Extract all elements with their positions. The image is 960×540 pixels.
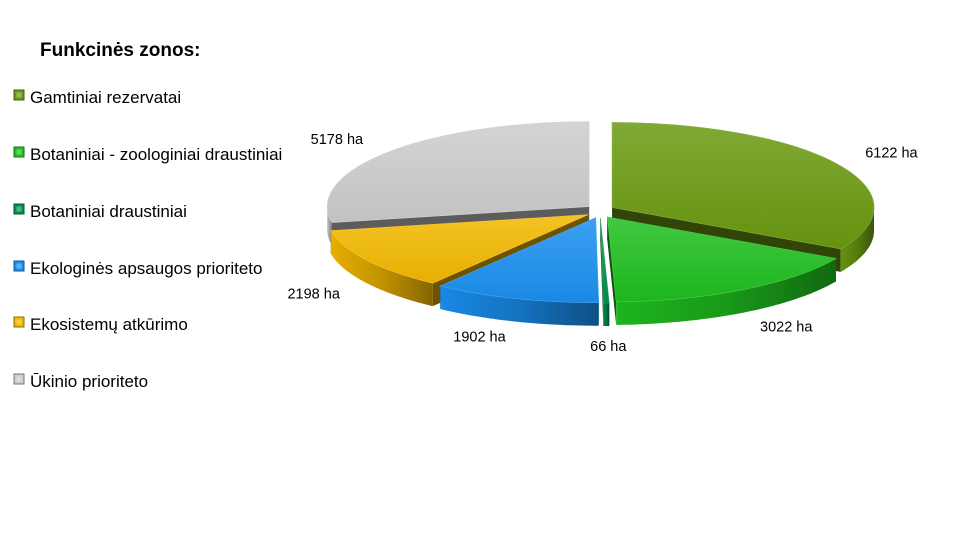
pie-slice-side	[616, 258, 836, 325]
data-label: 66 ha	[590, 339, 627, 355]
data-label: 2198 ha	[287, 287, 340, 303]
data-label: 1902 ha	[453, 329, 506, 345]
legend-entry: Ekologinės apsaugos prioriteto	[13, 259, 262, 278]
pie-slice	[600, 217, 610, 326]
legend-entry: Botaniniai draustiniai	[13, 202, 187, 221]
data-label: 5178 ha	[311, 132, 364, 148]
legend: Gamtiniai rezervatai Botaniniai - zoologi…	[13, 88, 282, 391]
legend-label: Ekosistemų atkūrimo	[30, 315, 188, 334]
pie-slice-side	[330, 230, 433, 307]
pie-slice-side	[603, 302, 610, 326]
pie-slice-top	[606, 216, 837, 303]
pie-slice-top	[326, 121, 590, 223]
pie-slice-top	[330, 214, 589, 284]
legend-label: Botaniniai - zoologiniai draustiniai	[30, 145, 282, 164]
legend-label: Ūkinio prioriteto	[30, 372, 148, 391]
chart-title: Funkcinės zonos:	[40, 40, 200, 61]
data-label: 6122 ha	[865, 145, 918, 161]
pie-slice-side	[327, 207, 332, 246]
legend-entry: Ūkinio prioriteto	[13, 372, 148, 391]
legend-entry: Botaniniai - zoologiniai draustiniai	[13, 145, 282, 164]
legend-label: Ekologinės apsaugos prioriteto	[30, 259, 262, 278]
pie-slice-side	[440, 286, 599, 326]
pie-slice-top	[611, 122, 875, 250]
pie-slice-top	[600, 217, 610, 304]
data-labels: 6122 ha 3022 ha 66 ha 1902 ha 2198 ha 5178 ha	[287, 132, 918, 355]
pie-slices	[326, 121, 875, 326]
pie-slice	[439, 217, 600, 326]
legend-entry: Gamtiniai rezervatai	[13, 88, 181, 107]
legend-label: Gamtiniai rezervatai	[30, 88, 181, 107]
data-label: 3022 ha	[760, 319, 813, 335]
pie-slice	[606, 216, 837, 325]
legend-entry: Ekosistemų atkūrimo	[13, 315, 188, 334]
legend-label: Botaniniai draustiniai	[30, 202, 187, 221]
pie-slice-top	[439, 217, 600, 303]
pie-slice-edge	[607, 216, 617, 325]
pie-slice-side	[840, 208, 874, 272]
